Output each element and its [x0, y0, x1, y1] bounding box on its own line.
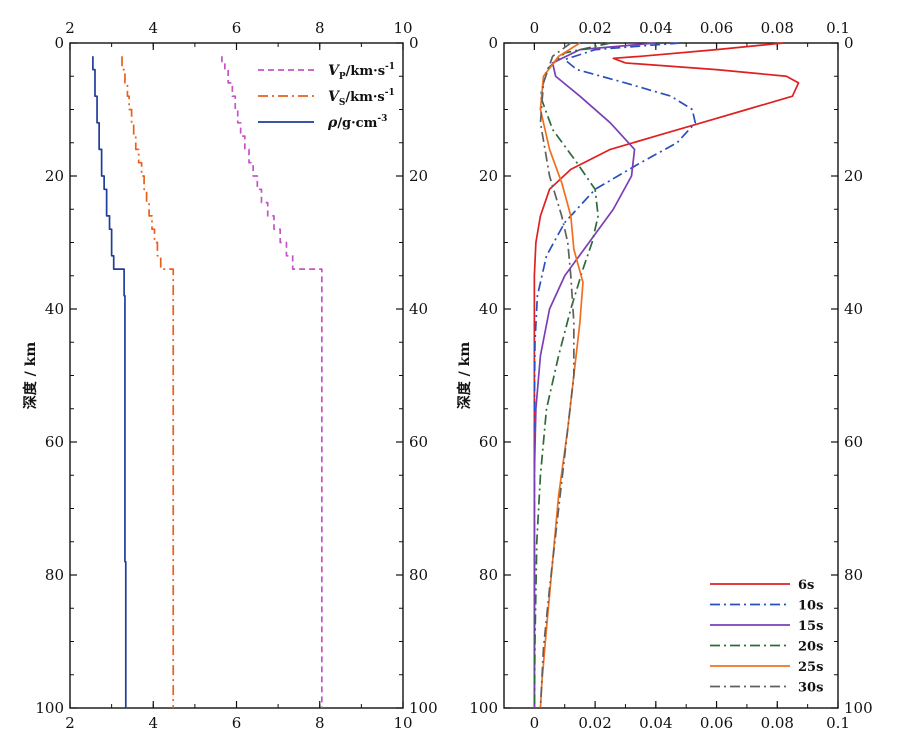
sensitivity-kernel-panel: 0 0 0.02 0.02 0.04 0.04 0.06 0.06 0.08 0.08 0.1 0.1… [456, 19, 873, 732]
y-tick-label-left: 20 [479, 167, 498, 185]
x-tick-label-top: 0.08 [761, 19, 794, 37]
y-tick-label-left: 40 [45, 300, 64, 318]
series-line-6s [533, 42, 800, 708]
series-line-10s [533, 42, 697, 708]
legend-label-15s: 15s [798, 619, 823, 634]
legend-label-rho: ρ/g·cm-3 [327, 114, 387, 131]
series-line-Vs [121, 56, 175, 708]
x-tick-label-bottom: 6 [232, 714, 242, 732]
y-tick-label-right: 0 [844, 34, 854, 52]
y-tick-label-left: 80 [45, 566, 64, 584]
x-tick-label-top: 4 [148, 19, 158, 37]
y-tick-label-right: 60 [409, 433, 428, 451]
x-tick-label-bottom: 4 [148, 714, 158, 732]
y-axis-title: 深度 / km [456, 342, 473, 410]
y-tick-label-right: 40 [409, 300, 428, 318]
x-tick-label-top: 0.02 [578, 19, 611, 37]
y-axis-title: 深度 / km [22, 342, 39, 410]
y-tick-label-left: 20 [45, 167, 64, 185]
x-tick-label-bottom: 8 [315, 714, 325, 732]
series-line-rho [92, 56, 127, 708]
y-tick-label-left: 40 [479, 300, 498, 318]
legend-label-30s: 30s [798, 681, 823, 696]
legend-label-25s: 25s [798, 660, 823, 675]
x-tick-label-bottom: 0 [530, 714, 540, 732]
x-tick-label-top: 6 [232, 19, 242, 37]
y-tick-label-right: 80 [844, 566, 863, 584]
y-tick-label-left: 60 [45, 433, 64, 451]
plot-frame [503, 42, 839, 709]
x-tick-label-top: 0.04 [639, 19, 672, 37]
x-tick-label-bottom: 0.04 [639, 714, 672, 732]
x-tick-label-bottom: 2 [65, 714, 75, 732]
y-tick-label-left: 0 [54, 34, 64, 52]
x-tick-label-top: 0 [530, 19, 540, 37]
legend-label-Vs: VS/km·s-1 [328, 88, 395, 108]
y-tick-label-right: 100 [409, 699, 438, 717]
x-tick-label-top: 10 [393, 19, 412, 37]
y-tick-label-left: 60 [479, 433, 498, 451]
y-tick-label-left: 80 [479, 566, 498, 584]
plot-frame [69, 42, 404, 709]
x-tick-label-bottom: 0.1 [826, 714, 850, 732]
y-tick-label-left: 100 [35, 699, 64, 717]
series-line-15s [533, 42, 656, 708]
series-line-Vp [221, 56, 323, 708]
y-tick-label-right: 20 [844, 167, 863, 185]
series-line-30s [539, 42, 575, 709]
legend-label-6s: 6s [798, 578, 814, 593]
y-tick-label-right: 0 [409, 34, 419, 52]
x-tick-label-top: 2 [65, 19, 75, 37]
y-tick-label-right: 40 [844, 300, 863, 318]
x-tick-label-bottom: 0.08 [761, 714, 794, 732]
y-tick-label-left: 100 [469, 699, 498, 717]
legend-label-10s: 10s [798, 599, 823, 614]
y-tick-label-right: 60 [844, 433, 863, 451]
legend-label-20s: 20s [798, 640, 823, 655]
y-tick-label-right: 100 [844, 699, 873, 717]
x-tick-label-bottom: 0.02 [578, 714, 611, 732]
series-line-20s [533, 42, 611, 709]
x-tick-label-top: 0.1 [826, 19, 850, 37]
x-tick-label-bottom: 0.06 [700, 714, 733, 732]
x-tick-label-bottom: 10 [393, 714, 412, 732]
legend-label-Vp: VP/km·s-1 [328, 62, 395, 82]
y-tick-label-right: 80 [409, 566, 428, 584]
x-tick-label-top: 0.06 [700, 19, 733, 37]
y-tick-label-right: 20 [409, 167, 428, 185]
x-tick-label-top: 8 [315, 19, 325, 37]
y-tick-label-left: 0 [488, 34, 498, 52]
